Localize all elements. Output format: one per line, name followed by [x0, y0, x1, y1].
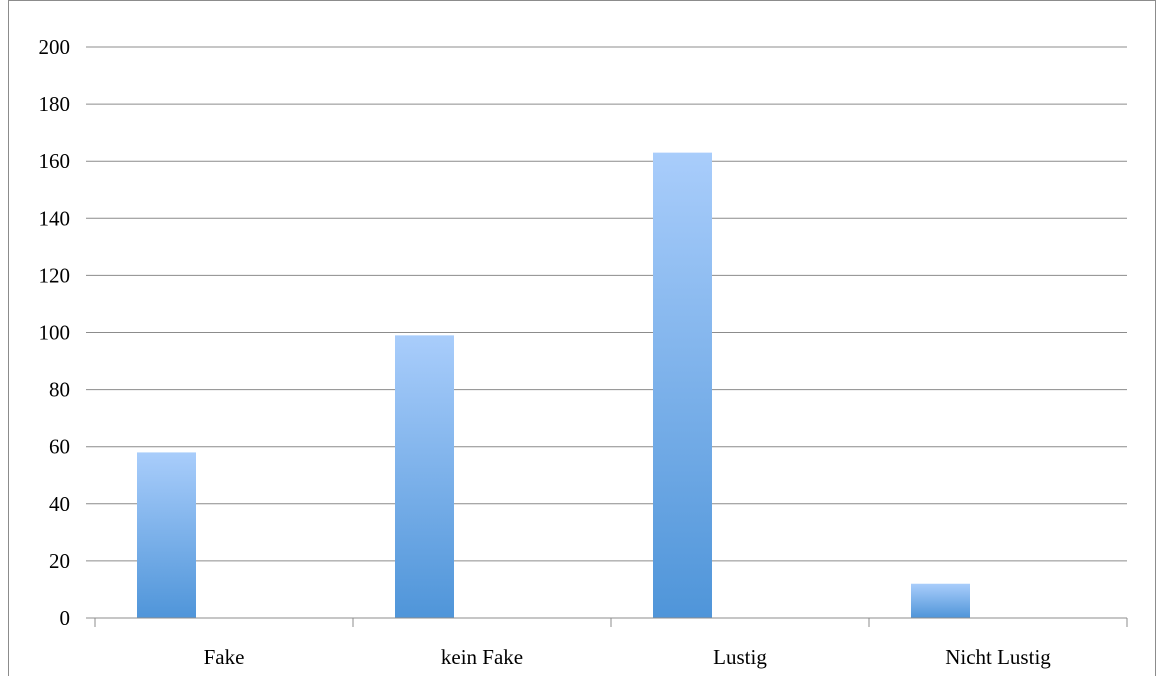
bars: [137, 152, 970, 618]
y-tick-label: 60: [49, 435, 70, 459]
y-tick-label: 80: [49, 378, 70, 402]
bar-fake: [137, 452, 196, 618]
x-tick-label: kein Fake: [441, 645, 523, 669]
y-tick-label: 140: [39, 206, 71, 230]
bar-kein-fake: [395, 335, 454, 618]
y-tick-label: 160: [39, 149, 71, 173]
x-tick-label: Lustig: [713, 645, 767, 669]
x-axis-tick-labels: Fake kein Fake Lustig Nicht Lustig: [204, 645, 1052, 669]
chart-frame: [8, 0, 1156, 676]
bar-nicht-lustig: [911, 583, 970, 618]
y-tick-label: 20: [49, 549, 70, 573]
y-tick-label: 100: [39, 321, 71, 345]
gridlines: [86, 46, 1127, 562]
y-tick-label: 120: [39, 263, 71, 287]
bar-lustig: [653, 152, 712, 618]
x-axis: [86, 617, 1128, 627]
y-tick-label: 200: [39, 35, 71, 59]
x-tick-label: Fake: [204, 645, 245, 669]
y-tick-label: 180: [39, 92, 71, 116]
x-tick-label: Nicht Lustig: [945, 645, 1051, 669]
y-axis-tick-labels: 0 20 40 60 80 100 120 140 160 180 200: [39, 35, 71, 630]
y-tick-label: 0: [60, 606, 71, 630]
y-tick-label: 40: [49, 492, 70, 516]
